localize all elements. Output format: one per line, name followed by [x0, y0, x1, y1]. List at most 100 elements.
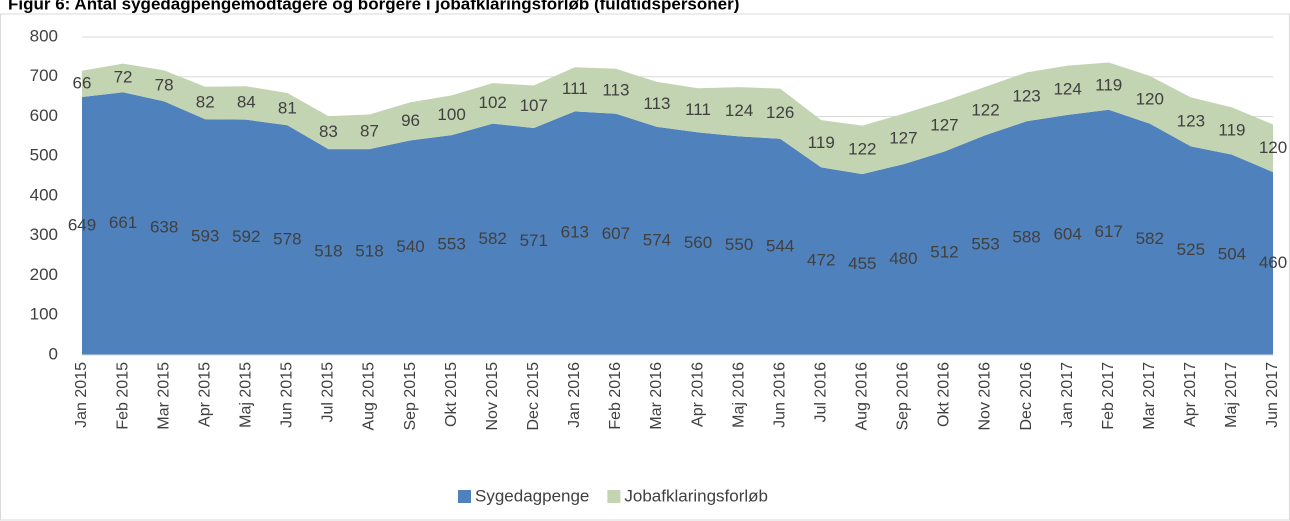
data-label: 588 — [1012, 228, 1040, 247]
data-label: 119 — [1095, 76, 1122, 95]
data-label: 72 — [114, 67, 133, 86]
data-label: 571 — [520, 231, 548, 250]
x-tick-label: Dec 2015 — [525, 362, 542, 431]
x-tick-label: Nov 2016 — [977, 362, 994, 431]
y-tick-label: 600 — [30, 106, 58, 125]
x-tick-label: Okt 2016 — [936, 362, 953, 427]
data-label: 550 — [725, 235, 753, 254]
data-label: 540 — [396, 237, 424, 256]
x-tick-label: Mar 2015 — [155, 362, 172, 430]
x-tick-label: Mar 2017 — [1141, 362, 1158, 430]
data-label: 124 — [1053, 80, 1081, 99]
legend-label: Jobafklaringsforløb — [624, 486, 768, 505]
x-tick-label: Aug 2015 — [361, 362, 378, 431]
data-label: 544 — [766, 236, 794, 255]
x-tick-label: Jun 2015 — [279, 362, 296, 428]
data-label: 617 — [1095, 222, 1123, 241]
data-label: 111 — [685, 100, 711, 119]
data-label: 78 — [155, 75, 174, 94]
data-label: 120 — [1259, 138, 1287, 157]
data-label: 525 — [1177, 240, 1205, 259]
data-label: 87 — [360, 121, 379, 140]
data-label: 122 — [848, 139, 876, 158]
data-label: 113 — [602, 81, 629, 100]
x-tick-label: Feb 2015 — [114, 362, 131, 430]
y-tick-label: 400 — [30, 185, 58, 204]
area — [82, 92, 1273, 355]
data-label: 127 — [889, 128, 917, 147]
x-tick-label: Maj 2017 — [1223, 362, 1240, 428]
data-label: 480 — [889, 249, 917, 268]
data-label: 82 — [196, 92, 215, 111]
x-tick-label: Jan 2016 — [566, 362, 583, 428]
data-label: 81 — [278, 99, 297, 118]
data-label: 122 — [971, 100, 999, 119]
chart-title: Figur 6: Antal sygedagpengemodtagere og … — [8, 0, 739, 13]
x-tick-label: Mar 2016 — [648, 362, 665, 430]
data-label: 518 — [314, 242, 342, 261]
data-label: 638 — [150, 218, 178, 237]
data-label: 574 — [643, 230, 671, 249]
data-label: 119 — [1218, 120, 1245, 139]
x-tick-label: Aug 2016 — [854, 362, 871, 431]
y-tick-label: 100 — [30, 305, 58, 324]
data-label: 124 — [725, 101, 753, 120]
x-tick-label: Maj 2016 — [730, 362, 747, 428]
legend-swatch — [607, 490, 621, 503]
area — [82, 62, 1273, 175]
data-label: 83 — [319, 122, 338, 141]
y-tick-label: 300 — [30, 225, 58, 244]
x-tick-label: Dec 2016 — [1018, 362, 1035, 431]
data-label: 553 — [971, 235, 999, 254]
legend-label: Sygedagpenge — [475, 486, 589, 505]
data-label: 107 — [520, 96, 548, 115]
x-tick-label: Sep 2015 — [402, 362, 419, 431]
data-label: 111 — [562, 79, 588, 98]
data-label: 126 — [766, 103, 794, 122]
y-tick-label: 800 — [30, 26, 58, 45]
data-label: 512 — [930, 243, 958, 262]
data-label: 578 — [273, 230, 301, 249]
data-label: 582 — [479, 229, 507, 248]
data-label: 649 — [68, 215, 96, 234]
x-tick-label: Okt 2015 — [443, 362, 460, 427]
x-tick-label: Jul 2015 — [320, 362, 337, 423]
data-label: 460 — [1259, 253, 1287, 272]
y-tick-label: 200 — [30, 265, 58, 284]
data-label: 472 — [807, 251, 835, 270]
data-label: 553 — [437, 235, 465, 254]
data-label: 607 — [602, 224, 630, 243]
y-tick-label: 700 — [30, 66, 58, 85]
data-label: 127 — [930, 116, 958, 135]
legend-swatch — [458, 490, 471, 503]
data-label: 113 — [643, 94, 670, 113]
data-label: 504 — [1218, 244, 1246, 263]
data-label: 66 — [73, 73, 92, 92]
x-tick-label: Apr 2017 — [1182, 362, 1199, 427]
y-tick-label: 0 — [49, 344, 58, 363]
x-tick-label: Apr 2016 — [689, 362, 706, 427]
data-label: 100 — [437, 105, 465, 124]
x-tick-label: Feb 2016 — [607, 362, 624, 430]
data-label: 102 — [479, 93, 507, 112]
x-tick-label: Jun 2017 — [1264, 362, 1281, 428]
data-label: 120 — [1136, 89, 1164, 108]
data-label: 560 — [684, 233, 712, 252]
data-label: 582 — [1136, 229, 1164, 248]
x-tick-label: Jan 2017 — [1059, 362, 1076, 428]
x-tick-label: Feb 2017 — [1100, 362, 1117, 430]
data-label: 604 — [1053, 224, 1081, 243]
data-label: 123 — [1012, 86, 1040, 105]
data-label: 593 — [191, 227, 219, 246]
x-tick-label: Apr 2015 — [196, 362, 213, 427]
data-label: 592 — [232, 227, 260, 246]
data-label: 96 — [401, 111, 420, 130]
data-label: 84 — [237, 92, 256, 111]
data-label: 119 — [808, 133, 835, 152]
x-tick-label: Jan 2015 — [73, 362, 90, 428]
data-label: 613 — [561, 223, 589, 242]
data-label: 518 — [355, 242, 383, 261]
data-label: 455 — [848, 254, 876, 273]
x-tick-label: Maj 2015 — [237, 362, 254, 428]
